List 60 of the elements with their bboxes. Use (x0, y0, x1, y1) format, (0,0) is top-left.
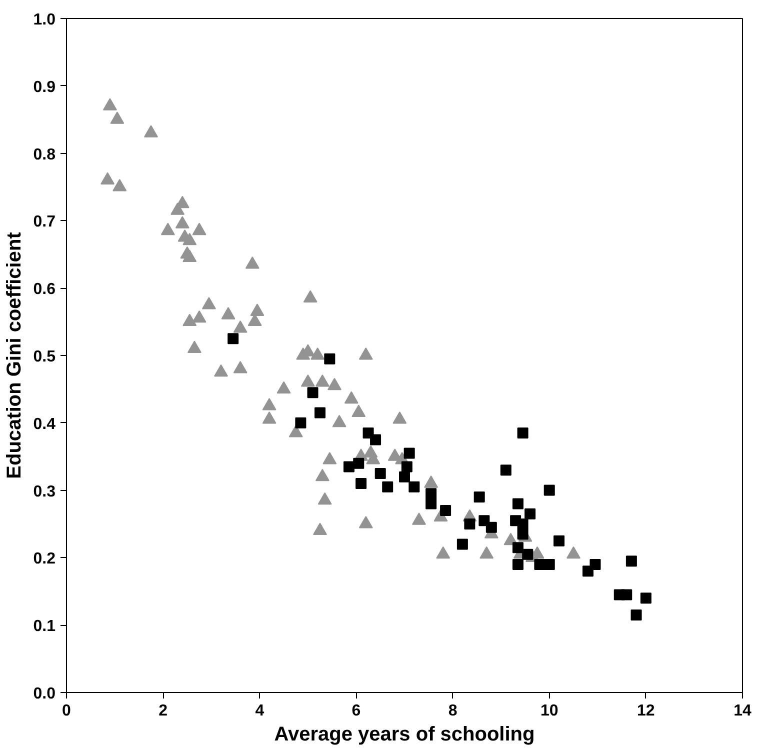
point (630, 609, 642, 620)
point (500, 464, 512, 476)
point (307, 387, 318, 398)
point (426, 498, 437, 510)
point (590, 558, 601, 570)
point (401, 461, 412, 472)
point (343, 461, 354, 472)
point (522, 548, 534, 560)
x-tick-label: 12 (637, 702, 655, 720)
point (456, 538, 468, 550)
point (440, 505, 452, 516)
y-tick-label: 0.5 (33, 348, 56, 366)
point (534, 558, 546, 570)
y-tick-label: 0.8 (33, 146, 56, 164)
x-axis-title: Average years of schooling (274, 724, 535, 746)
point (382, 481, 394, 492)
y-tick-label: 0.1 (33, 618, 56, 636)
point (512, 498, 524, 510)
point (544, 558, 555, 570)
point (324, 353, 336, 364)
point (408, 481, 420, 492)
point (640, 592, 652, 604)
x-tick-label: 4 (255, 702, 264, 720)
x-tick-label: 0 (62, 702, 72, 720)
point (621, 589, 632, 600)
point (295, 417, 306, 428)
point (474, 492, 485, 503)
point (228, 333, 239, 344)
point (404, 448, 415, 459)
x-tick-label: 8 (448, 702, 458, 720)
y-tick-label: 0.9 (33, 78, 56, 96)
y-axis-title: Education Gini coefficient (3, 232, 26, 479)
x-tick-label: 6 (352, 702, 361, 720)
point (626, 556, 637, 567)
point (517, 528, 528, 540)
y-tick-label: 0.0 (33, 686, 56, 702)
point (353, 458, 364, 469)
point (512, 558, 524, 570)
y-tick-label: 0.4 (33, 416, 56, 433)
point (517, 428, 528, 439)
point (464, 518, 476, 530)
point (486, 522, 497, 533)
point (370, 434, 382, 446)
x-tick-label: 14 (734, 702, 752, 720)
y-tick-label: 0.2 (33, 550, 56, 568)
point (356, 478, 367, 490)
point (314, 407, 326, 418)
point (524, 508, 536, 520)
point (554, 535, 565, 546)
point (399, 471, 410, 482)
point (374, 468, 386, 479)
y-tick-label: 0.3 (33, 483, 56, 500)
y-tick-label: 0.7 (33, 214, 56, 231)
x-tick-label: 10 (540, 702, 558, 720)
point (544, 484, 555, 496)
point (426, 488, 437, 500)
y-tick-label: 1.0 (33, 12, 56, 28)
point (512, 542, 524, 554)
x-tick-label: 2 (158, 702, 168, 720)
y-tick-label: 0.6 (33, 281, 56, 298)
